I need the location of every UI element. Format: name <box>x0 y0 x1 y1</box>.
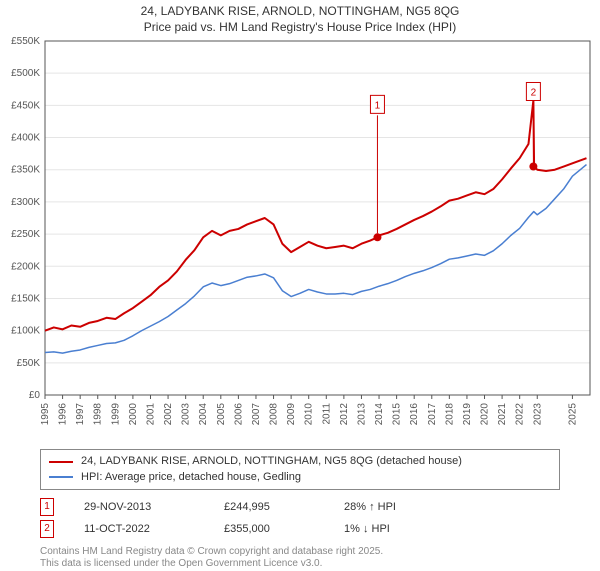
svg-text:2017: 2017 <box>427 403 438 426</box>
title-line-2: Price paid vs. HM Land Registry's House … <box>0 20 600 36</box>
svg-text:£200K: £200K <box>11 261 40 272</box>
svg-text:2016: 2016 <box>409 403 420 426</box>
svg-text:1995: 1995 <box>40 403 51 426</box>
svg-text:2025: 2025 <box>567 403 578 426</box>
svg-text:2003: 2003 <box>181 403 192 426</box>
chart-plot: £0 £50K £100K £150K £200K £250K £300K £350K £400… <box>0 35 600 445</box>
svg-text:2009: 2009 <box>286 403 297 426</box>
event-price: £355,000 <box>224 523 314 535</box>
sale-events: 1 29-NOV-2013 £244,995 28% ↑ HPI 2 11-OC… <box>40 496 560 540</box>
svg-text:2015: 2015 <box>392 403 403 426</box>
event-price: £244,995 <box>224 501 314 513</box>
svg-text:£50K: £50K <box>17 358 41 369</box>
svg-text:2006: 2006 <box>233 403 244 426</box>
svg-text:2023: 2023 <box>532 403 543 426</box>
event-pct: 1% ↓ HPI <box>344 523 434 535</box>
event-marker: 1 <box>40 498 54 516</box>
svg-text:2022: 2022 <box>515 403 526 426</box>
svg-text:£300K: £300K <box>11 197 40 208</box>
svg-text:1999: 1999 <box>110 403 121 426</box>
attribution-line: Contains HM Land Registry data © Crown c… <box>40 546 560 559</box>
svg-text:1996: 1996 <box>58 403 69 426</box>
title-line-1: 24, LADYBANK RISE, ARNOLD, NOTTINGHAM, N… <box>0 4 600 20</box>
svg-text:£550K: £550K <box>11 36 40 47</box>
event-marker: 2 <box>40 520 54 538</box>
legend-swatch <box>49 461 73 463</box>
attribution: Contains HM Land Registry data © Crown c… <box>40 546 560 571</box>
svg-text:2010: 2010 <box>304 403 315 426</box>
svg-text:2019: 2019 <box>462 403 473 426</box>
svg-text:£400K: £400K <box>11 133 40 144</box>
svg-text:£450K: £450K <box>11 101 40 112</box>
attribution-line: This data is licensed under the Open Gov… <box>40 558 560 571</box>
event-date: 11-OCT-2022 <box>84 523 194 535</box>
legend-item: 24, LADYBANK RISE, ARNOLD, NOTTINGHAM, N… <box>49 454 551 469</box>
svg-text:2018: 2018 <box>444 403 455 426</box>
svg-text:2007: 2007 <box>251 403 262 426</box>
legend: 24, LADYBANK RISE, ARNOLD, NOTTINGHAM, N… <box>40 449 560 490</box>
svg-text:1998: 1998 <box>93 403 104 426</box>
svg-text:2013: 2013 <box>356 403 367 426</box>
chart-svg: £0 £50K £100K £150K £200K £250K £300K £350K £400… <box>0 35 600 445</box>
event-row: 2 11-OCT-2022 £355,000 1% ↓ HPI <box>40 518 560 540</box>
svg-text:2004: 2004 <box>198 403 209 426</box>
svg-text:£100K: £100K <box>11 326 40 337</box>
legend-label: HPI: Average price, detached house, Gedl… <box>81 470 301 485</box>
svg-text:2021: 2021 <box>497 403 508 426</box>
svg-text:£500K: £500K <box>11 68 40 79</box>
event-row: 1 29-NOV-2013 £244,995 28% ↑ HPI <box>40 496 560 518</box>
legend-swatch <box>49 476 73 478</box>
chart-title: 24, LADYBANK RISE, ARNOLD, NOTTINGHAM, N… <box>0 0 600 35</box>
chart-container: 24, LADYBANK RISE, ARNOLD, NOTTINGHAM, N… <box>0 0 600 560</box>
svg-text:1997: 1997 <box>75 403 86 426</box>
svg-text:2001: 2001 <box>145 403 156 426</box>
svg-text:2020: 2020 <box>480 403 491 426</box>
svg-text:2: 2 <box>531 88 537 99</box>
svg-text:2005: 2005 <box>216 403 227 426</box>
svg-text:2008: 2008 <box>269 403 280 426</box>
svg-text:2012: 2012 <box>339 403 350 426</box>
svg-text:2000: 2000 <box>128 403 139 426</box>
svg-text:£0: £0 <box>29 390 41 401</box>
svg-text:2011: 2011 <box>321 403 332 425</box>
legend-item: HPI: Average price, detached house, Gedl… <box>49 470 551 485</box>
svg-text:1: 1 <box>375 101 381 112</box>
svg-text:2014: 2014 <box>374 403 385 426</box>
svg-text:£250K: £250K <box>11 229 40 240</box>
svg-text:2002: 2002 <box>163 403 174 426</box>
svg-text:£150K: £150K <box>11 294 40 305</box>
svg-text:£350K: £350K <box>11 165 40 176</box>
legend-label: 24, LADYBANK RISE, ARNOLD, NOTTINGHAM, N… <box>81 454 462 469</box>
event-date: 29-NOV-2013 <box>84 501 194 513</box>
event-pct: 28% ↑ HPI <box>344 501 434 513</box>
